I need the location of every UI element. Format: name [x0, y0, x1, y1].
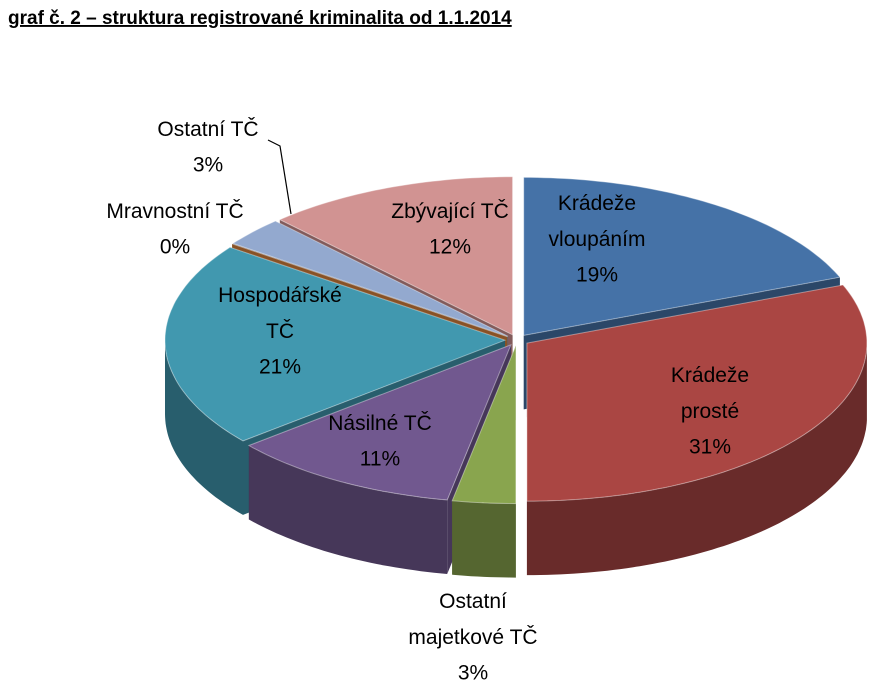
slice-label-line: Zbývající TČ [391, 200, 508, 223]
slice-label-line: TČ [266, 320, 294, 343]
slice-wall [452, 500, 516, 578]
slice-label: Krádeže vloupáním [549, 192, 646, 251]
slice-label: Ostatní TČ [157, 118, 258, 141]
value-label: 19% [576, 264, 618, 287]
slice [231, 220, 509, 337]
slice-label-line: Krádeže [558, 192, 636, 215]
slice-label-line: Ostatní [439, 590, 507, 613]
slice-label-line: Ostatní TČ [157, 118, 258, 141]
slice-label: Hospodářské TČ [218, 284, 342, 343]
leader-line [267, 139, 292, 215]
slice-label: Krádeže prosté [671, 364, 749, 423]
slice-label-line: Krádeže [671, 364, 749, 387]
slice [247, 343, 512, 501]
value-label: 0% [160, 236, 190, 259]
slice-wall [248, 445, 448, 574]
slice [451, 345, 517, 505]
slice-label: Zbývající TČ [391, 200, 508, 223]
slice-label: Mravnostní TČ [106, 200, 243, 223]
slice-label-line: vloupáním [549, 228, 646, 251]
slice-label: Násilné TČ [328, 412, 431, 435]
slice [526, 284, 868, 502]
slice-label-line: majetkové TČ [408, 626, 537, 649]
slice-wall [526, 343, 867, 576]
slice-label-line: Mravnostní TČ [106, 200, 243, 223]
slice-label-line: prosté [681, 400, 739, 423]
value-label: 31% [689, 436, 731, 459]
slice-label-line: Násilné TČ [328, 412, 431, 435]
value-label: 11% [360, 448, 400, 471]
slice [164, 246, 507, 442]
slice-wall [165, 340, 243, 515]
slice-label-line: Hospodářské [218, 284, 342, 307]
value-label: 3% [193, 154, 223, 177]
slice-label: Ostatní majetkové TČ [408, 590, 537, 649]
slice [232, 243, 508, 338]
slice [523, 176, 841, 337]
chart-title: graf č. 2 – struktura registrované krimi… [8, 8, 512, 29]
slice [278, 176, 514, 336]
value-label: 12% [429, 236, 471, 259]
value-label: 3% [458, 662, 488, 685]
value-label: 21% [259, 356, 301, 379]
